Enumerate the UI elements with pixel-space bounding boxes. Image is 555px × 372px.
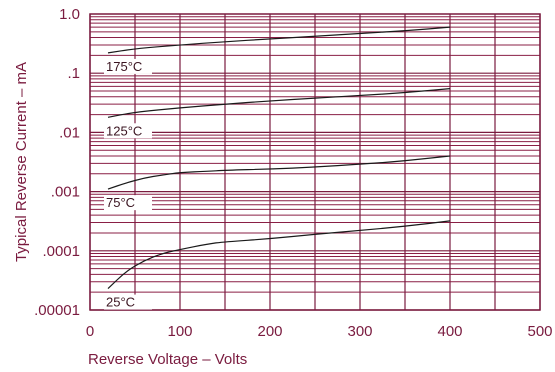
y-axis-title: Typical Reverse Current – mA (13, 62, 30, 262)
y-tick-label: .0001 (42, 243, 80, 260)
x-tick-label: 100 (167, 323, 192, 340)
y-tick-label: 1.0 (59, 6, 80, 23)
series-label: 125°C (106, 123, 142, 138)
y-tick-label: .001 (51, 184, 80, 201)
series-label-background (104, 195, 152, 211)
series-label-background (104, 294, 152, 310)
x-tick-label: 0 (86, 323, 94, 340)
series-label: 75°C (106, 195, 135, 210)
grid (89, 14, 541, 311)
x-tick-label: 300 (347, 323, 372, 340)
x-tick-label: 400 (437, 323, 462, 340)
x-tick-label: 500 (527, 323, 552, 340)
y-tick-label: .00001 (34, 302, 80, 319)
series-line (107, 220, 451, 290)
series-lines (107, 26, 451, 290)
series-line (107, 88, 451, 118)
series-label-background (104, 123, 152, 139)
y-tick-labels: .00001 .0001 .001 .01 .1 1.0 (34, 6, 80, 319)
series-line (107, 155, 451, 190)
series-labels: 175°C 125°C 75°C 25°C (104, 59, 152, 310)
y-tick-label: .1 (67, 65, 80, 82)
x-tick-labels: 0 100 200 300 400 500 (86, 323, 553, 340)
series-line (107, 26, 451, 54)
series-label: 175°C (106, 59, 142, 74)
series-label: 25°C (106, 295, 135, 310)
x-axis-title: Reverse Voltage – Volts (88, 351, 247, 368)
x-tick-label: 200 (257, 323, 282, 340)
plot-frame (89, 13, 541, 311)
y-tick-label: .01 (59, 124, 80, 141)
series-label-background (104, 58, 152, 74)
